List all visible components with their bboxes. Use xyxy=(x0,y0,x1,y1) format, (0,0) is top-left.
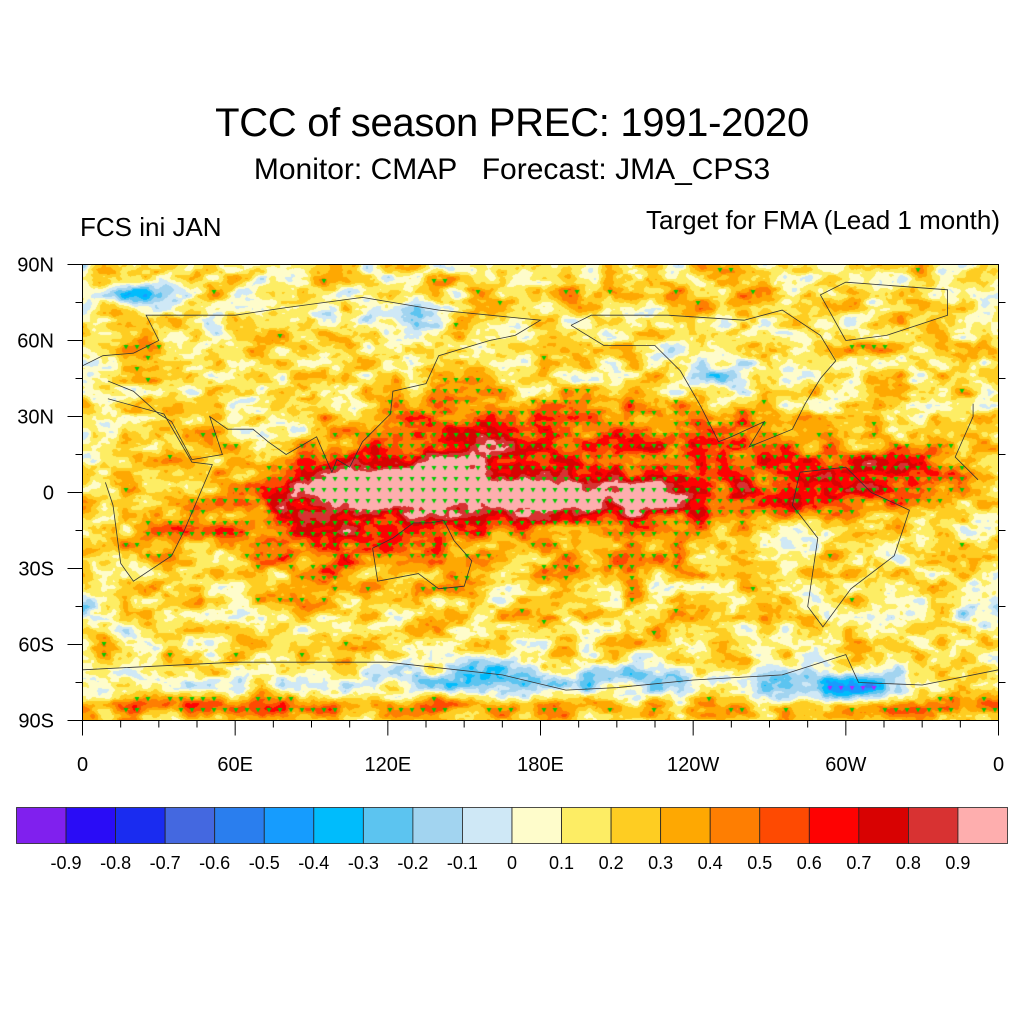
colorbar-box xyxy=(412,807,463,844)
y-tick-label: 90N xyxy=(17,255,54,277)
colorbar-label: 0.2 xyxy=(599,853,624,873)
colorbar-label: -0.6 xyxy=(199,853,230,873)
colorbar-box xyxy=(164,807,216,844)
y-tick-label: 30S xyxy=(18,559,54,581)
target-label: Target for FMA (Lead 1 month) xyxy=(645,205,1000,235)
colorbar-box xyxy=(908,807,959,844)
colorbar-label: -0.3 xyxy=(348,853,379,873)
coastline xyxy=(570,309,837,448)
coastline xyxy=(82,654,999,691)
y-tick-label: 60S xyxy=(18,635,54,657)
x-tick-label: 0 xyxy=(77,754,88,776)
init-label: FCS ini JAN xyxy=(80,212,222,242)
colorbar-box xyxy=(561,807,612,844)
colorbar-box xyxy=(858,807,909,844)
colorbar-label: 0.8 xyxy=(896,853,921,873)
colorbar-box xyxy=(709,807,761,844)
colorbar-label: 0.6 xyxy=(797,853,822,873)
colorbar-box xyxy=(263,807,315,844)
colorbar-label: 0.7 xyxy=(846,853,871,873)
x-tick-label: 180E xyxy=(517,754,564,776)
colorbar-box xyxy=(214,807,265,844)
map-border xyxy=(82,264,999,721)
colorbar-box xyxy=(115,807,166,844)
colorbar-box xyxy=(511,807,562,844)
colorbar-label: 0.5 xyxy=(747,853,772,873)
coastlines xyxy=(82,281,999,691)
coastline xyxy=(954,403,979,481)
colorbar-label: -0.4 xyxy=(298,853,329,873)
coastline xyxy=(105,398,213,582)
colorbar-label: -0.5 xyxy=(249,853,280,873)
colorbar-box xyxy=(808,807,860,844)
colorbar-label: 0 xyxy=(507,853,517,873)
colorbar-label: -0.9 xyxy=(51,853,82,873)
colorbar-label: -0.1 xyxy=(447,853,478,873)
y-tick-label: 90S xyxy=(18,711,54,733)
colorbar-label: 0.1 xyxy=(549,853,574,873)
colorbar-box xyxy=(759,807,810,844)
x-tick-label: 60E xyxy=(217,754,253,776)
colorbar-label: -0.2 xyxy=(397,853,428,873)
colorbar-box xyxy=(660,807,711,844)
y-tick-label: 30N xyxy=(17,407,54,429)
x-tick-label: 120W xyxy=(667,754,719,776)
colorbar-box xyxy=(610,807,662,844)
colorbar-box xyxy=(362,807,414,844)
y-tick-label: 0 xyxy=(43,483,54,505)
coastline xyxy=(791,466,910,628)
colorbar-label: 0.9 xyxy=(945,853,970,873)
colorbar-label: -0.8 xyxy=(100,853,131,873)
y-tick-label: 60N xyxy=(17,331,54,353)
coastline xyxy=(819,281,948,341)
colorbar-box xyxy=(957,807,1008,844)
colorbar-label: 0.4 xyxy=(698,853,723,873)
colorbar: -0.9 -0.8 -0.7 -0.6 -0.5 -0.4 -0.3 -0.2 -0.1 0 0.1… xyxy=(16,807,1008,873)
x-tick-label: 120E xyxy=(364,754,411,776)
tcc-map-field xyxy=(83,265,998,720)
colorbar-box xyxy=(16,807,67,844)
x-tick-label: 0 xyxy=(993,754,1004,776)
colorbar-box xyxy=(65,807,117,844)
colorbar-label: -0.7 xyxy=(150,853,181,873)
coastline xyxy=(82,296,542,474)
colorbar-label: 0.3 xyxy=(648,853,673,873)
chart-subtitle: Monitor: CMAP Forecast: JMA_CPS3 xyxy=(253,153,771,186)
x-tick-label: 60W xyxy=(825,754,866,776)
chart-title: TCC of season PREC: 1991-2020 xyxy=(215,101,809,145)
colorbar-box xyxy=(313,807,364,844)
axis-ticks: 90N 60N 30N 0 30S 60S 90S 0 60E 120E 180E 120W 60W 0 xyxy=(17,255,1006,776)
coastline xyxy=(372,519,473,590)
colorbar-box xyxy=(462,807,513,844)
